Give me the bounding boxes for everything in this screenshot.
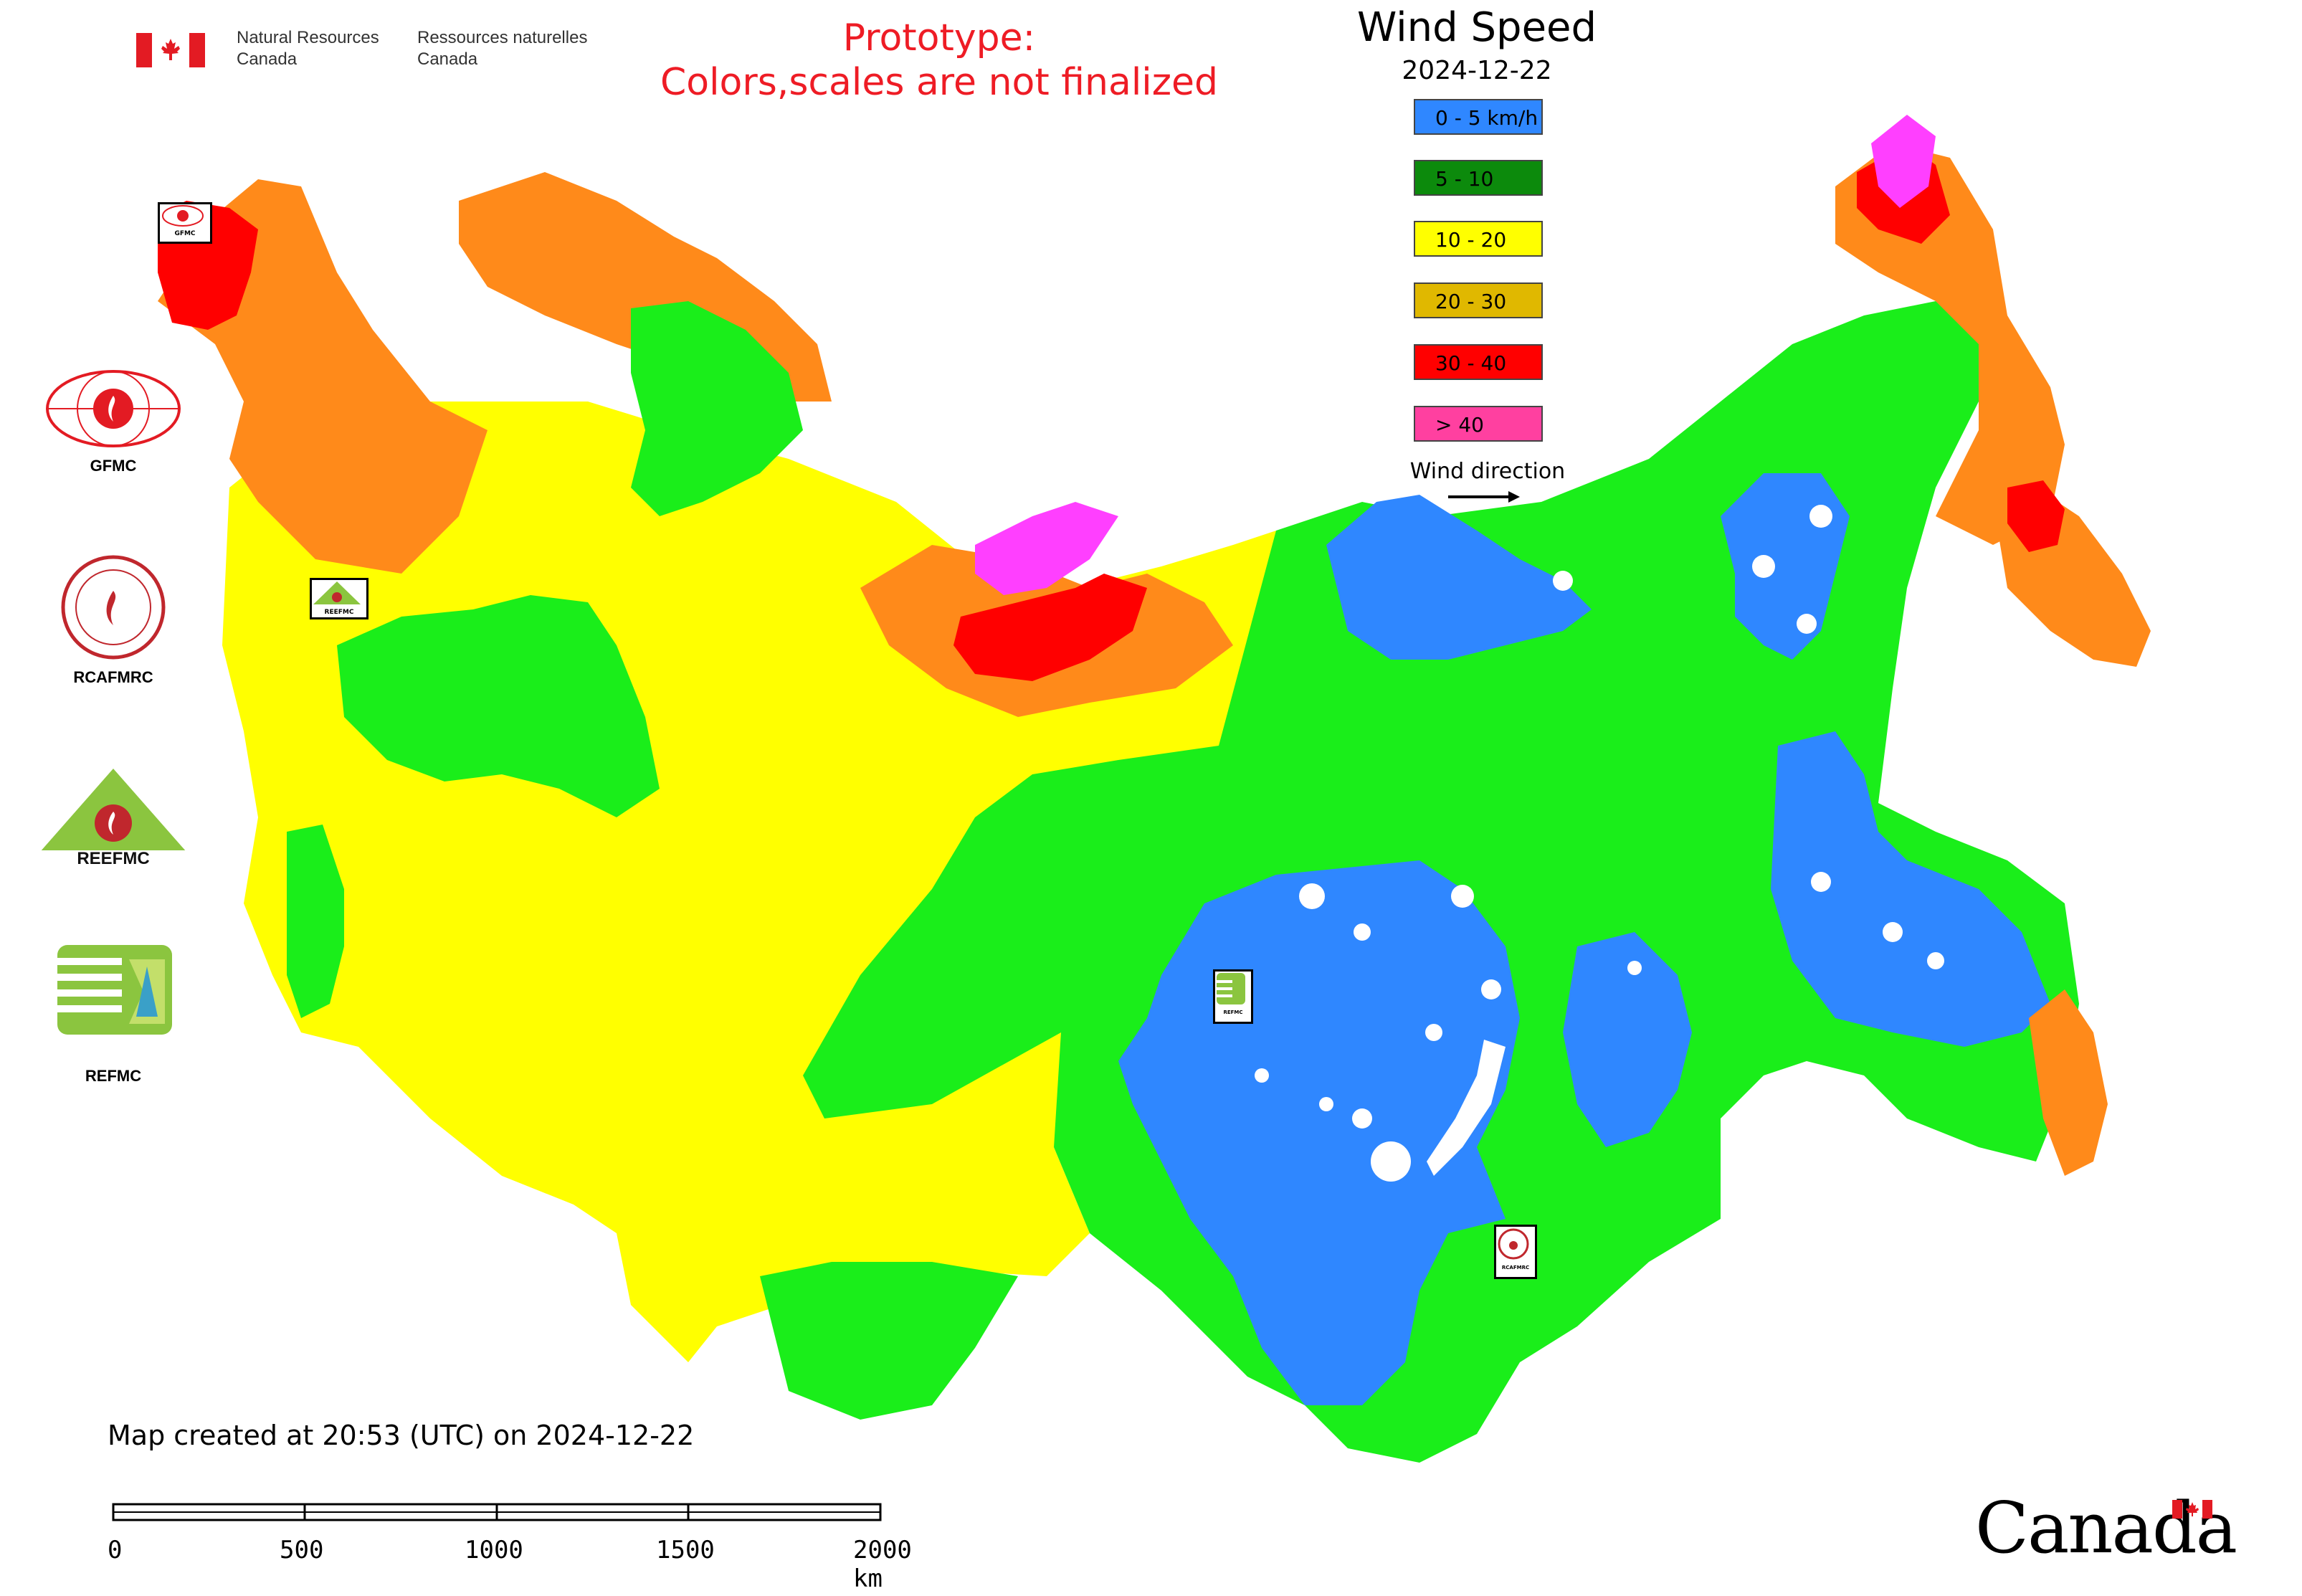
map-marker-reefmc: REEFMC bbox=[310, 578, 368, 619]
government-signature: Natural Resources Canada Ressources natur… bbox=[136, 27, 609, 77]
map-date: 2024-12-22 bbox=[1402, 56, 1552, 85]
west-green-zone bbox=[337, 595, 660, 817]
refmc-label: REFMC bbox=[85, 1067, 142, 1085]
scale-label-2000-km: 2000 km bbox=[853, 1536, 912, 1593]
prototype-notice: Prototype: Colors,scales are not finaliz… bbox=[660, 16, 1219, 104]
org-name-french: Ressources naturelles Canada bbox=[417, 28, 588, 69]
canada-flag-icon bbox=[136, 33, 205, 67]
refmc-marker-label: REFMC bbox=[1223, 1010, 1243, 1015]
southwest-green-zone bbox=[287, 825, 344, 1018]
wind-direction-label: Wind direction bbox=[1409, 459, 1566, 484]
gfmc-logo bbox=[46, 370, 181, 447]
map-marker-rcafmrc: RCAFMRC bbox=[1494, 1225, 1537, 1279]
novaya-zemlya-magenta-zone bbox=[975, 502, 1118, 595]
wind-direction-arrow-icon bbox=[1448, 491, 1520, 503]
east-blue-zone bbox=[1771, 731, 2050, 1047]
north-green-patch bbox=[631, 301, 803, 516]
map-marker-refmc: REFMC bbox=[1213, 969, 1253, 1024]
kamchatka-red-zone bbox=[2007, 480, 2065, 552]
reefmc-marker-icon bbox=[313, 581, 361, 604]
legend-item-10-20: 10 - 20 bbox=[1414, 221, 1543, 257]
south-green-zone bbox=[760, 1262, 1018, 1420]
scale-label-0: 0 bbox=[108, 1536, 123, 1564]
org-name-english: Natural Resources Canada bbox=[237, 28, 379, 69]
scale-bar: 0 500 1000 1500 2000 km bbox=[108, 1498, 912, 1593]
legend-item-over-40: > 40 bbox=[1414, 406, 1543, 442]
baikal-blue-zone bbox=[1563, 932, 1692, 1147]
scale-bar-graphic bbox=[112, 1503, 882, 1521]
gfmc-marker-icon bbox=[162, 205, 204, 227]
map-created-timestamp: Map created at 20:53 (UTC) on 2024-12-22 bbox=[108, 1420, 695, 1451]
taymyr-blue-zone bbox=[1326, 495, 1592, 660]
white-blobs bbox=[1255, 505, 1944, 1182]
scale-label-1500: 1500 bbox=[656, 1536, 715, 1564]
lake-baikal bbox=[1427, 1040, 1506, 1176]
rcafmrc-logo bbox=[61, 555, 166, 660]
map-title: Wind Speed bbox=[1356, 4, 1597, 51]
gfmc-label: GFMC bbox=[90, 457, 137, 475]
refmc-logo bbox=[57, 945, 172, 1035]
scale-label-1000: 1000 bbox=[465, 1536, 523, 1564]
map-marker-gfmc: GFMC bbox=[158, 202, 212, 244]
reefmc-logo: REEFMC bbox=[40, 769, 186, 868]
legend-item-30-40: 30 - 40 bbox=[1414, 344, 1543, 380]
canada-wordmark-flag-icon bbox=[2172, 1500, 2212, 1519]
chukotka-orange-zone bbox=[1835, 143, 2065, 545]
rcafmrc-marker-icon bbox=[1498, 1228, 1529, 1260]
gfmc-marker-label: GFMC bbox=[174, 230, 196, 237]
refmc-marker-icon bbox=[1217, 973, 1245, 1004]
legend-item-5-10: 5 - 10 bbox=[1414, 160, 1543, 196]
yamal-red-zone bbox=[953, 574, 1147, 681]
reefmc-marker-label: REEFMC bbox=[324, 609, 354, 616]
rcafmrc-marker-label: RCAFMRC bbox=[1501, 1265, 1530, 1270]
legend-item-0-5: 0 - 5 km/h bbox=[1414, 99, 1543, 135]
rcafmrc-label: RCAFMRC bbox=[73, 668, 153, 686]
reefmc-wordmark: REEFMC bbox=[77, 849, 149, 868]
legend-item-20-30: 20 - 30 bbox=[1414, 282, 1543, 318]
scale-label-500: 500 bbox=[280, 1536, 324, 1564]
chukotka-magenta-zone bbox=[1871, 115, 1936, 208]
far-east-orange-zone bbox=[2029, 989, 2108, 1176]
canada-wordmark: Canada bbox=[1975, 1488, 2237, 1569]
